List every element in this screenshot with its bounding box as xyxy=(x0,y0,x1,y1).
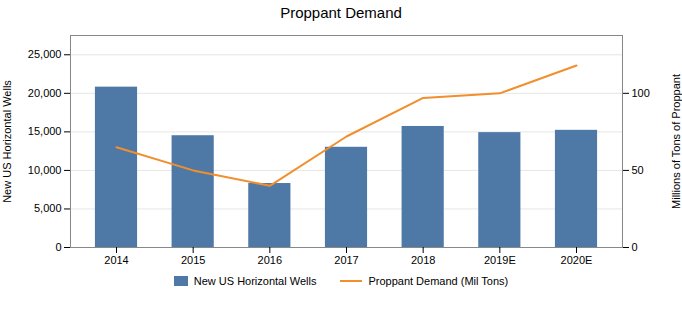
svg-text:25,000: 25,000 xyxy=(28,48,62,60)
svg-text:2015: 2015 xyxy=(181,254,205,266)
svg-text:15,000: 15,000 xyxy=(28,125,62,137)
svg-text:Millions of Tons of Proppant: Millions of Tons of Proppant xyxy=(670,74,682,209)
svg-text:0: 0 xyxy=(632,241,638,253)
svg-text:2018: 2018 xyxy=(411,254,435,266)
html-text:Proppant Demand: Proppant Demand xyxy=(280,4,402,21)
svg-text:100: 100 xyxy=(632,87,650,99)
svg-text:2020E: 2020E xyxy=(561,254,593,266)
svg-text:New US Horizontal Wells: New US Horizontal Wells xyxy=(1,80,13,203)
html-text:Proppant Demand (Mil Tons): Proppant Demand (Mil Tons) xyxy=(368,275,509,287)
svg-text:2016: 2016 xyxy=(258,254,282,266)
svg-text:10,000: 10,000 xyxy=(28,164,62,176)
svg-text:50: 50 xyxy=(632,164,644,176)
svg-text:5,000: 5,000 xyxy=(34,202,62,214)
svg-text:2019E: 2019E xyxy=(484,254,516,266)
html-text:New US Horizontal Wells: New US Horizontal Wells xyxy=(193,275,317,287)
svg-text:0: 0 xyxy=(55,241,61,253)
svg-text:20,000: 20,000 xyxy=(28,87,62,99)
svg-text:2017: 2017 xyxy=(334,254,358,266)
svg-text:2014: 2014 xyxy=(104,254,128,266)
